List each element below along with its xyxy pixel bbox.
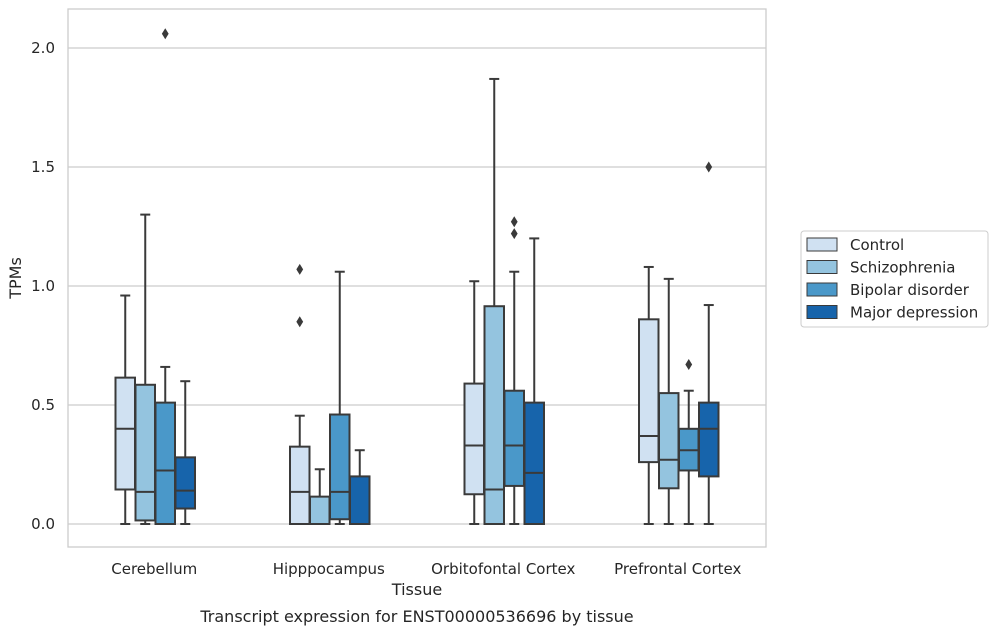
box (154, 401, 176, 525)
legend-label: Major depression (850, 304, 978, 322)
box (174, 456, 196, 510)
x-axis-title: Tissue (391, 580, 442, 599)
box-group (463, 280, 485, 525)
x-tick-label: Hipppocampus (273, 560, 385, 578)
legend-label: Schizophrenia (850, 259, 955, 277)
y-tick-label: 0.0 (31, 515, 55, 533)
box (309, 495, 331, 526)
y-tick-label: 1.0 (31, 277, 55, 295)
box-group (523, 237, 545, 525)
box-group (638, 265, 660, 525)
y-tick-labels: 0.0 0.5 1.0 1.5 2.0 (31, 39, 55, 533)
box-group (503, 216, 525, 525)
box-group (154, 28, 176, 525)
box (463, 382, 485, 496)
box-group (309, 468, 331, 526)
box-group (289, 263, 311, 525)
y-tick-label: 1.5 (31, 158, 55, 176)
box-group (698, 161, 720, 525)
x-tick-label: Cerebellum (111, 560, 197, 578)
y-axis-title: TPMs (6, 257, 25, 300)
box (523, 401, 545, 525)
legend-frame (800, 230, 989, 328)
box (503, 389, 525, 487)
box-group (114, 294, 136, 525)
plot-area-frame (67, 8, 767, 548)
legend-swatch (806, 282, 838, 297)
legend: Control Schizophrenia Bipolar disorder Majo… (800, 230, 989, 328)
box-group (329, 270, 351, 525)
box (698, 401, 720, 478)
box (638, 318, 660, 464)
outlier-point (510, 216, 518, 228)
legend-label: Control (850, 236, 904, 254)
box (349, 475, 371, 525)
outlier-point (296, 263, 304, 275)
x-tick-label: Prefrontal Cortex (614, 560, 741, 578)
legend-swatch (806, 305, 838, 319)
box (134, 383, 156, 522)
y-tick-label: 0.5 (31, 396, 55, 414)
box (329, 413, 351, 521)
box (483, 305, 505, 526)
box-group (483, 77, 505, 526)
box-group (174, 380, 196, 525)
box (658, 392, 680, 490)
box-group (678, 359, 700, 525)
legend-label: Bipolar disorder (850, 281, 970, 299)
x-tick-labels: Cerebellum Hipppocampus Orbitofontal Corte… (111, 560, 741, 578)
outlier-point (510, 228, 518, 240)
legend-swatch (806, 260, 838, 274)
box-group (349, 449, 371, 525)
box-group (134, 213, 156, 525)
box (114, 376, 136, 491)
figure-caption: Transcript expression for ENST0000053669… (199, 607, 633, 626)
box (289, 445, 311, 525)
x-tick-label: Orbitofontal Cortex (431, 560, 575, 578)
box-layer (114, 28, 720, 526)
outlier-point (296, 316, 304, 328)
outlier-point (705, 161, 713, 173)
outlier-point (161, 28, 169, 40)
legend-swatch (806, 237, 838, 252)
y-tick-label: 2.0 (31, 39, 55, 57)
outlier-point (685, 359, 693, 371)
box-group (658, 277, 680, 525)
